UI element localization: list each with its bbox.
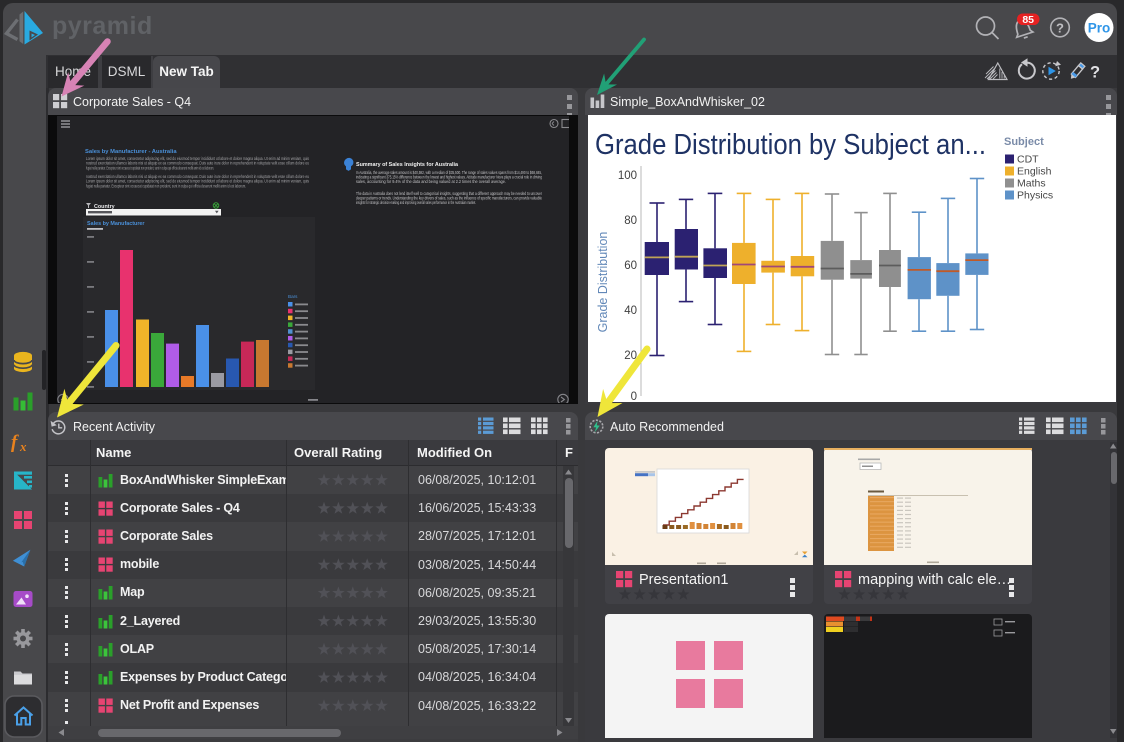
svg-text:20: 20 (624, 350, 637, 362)
svg-text:nostrud exercitation ullamco l: nostrud exercitation ullamco laboris nis… (86, 174, 309, 179)
svg-text:CDT: CDT (1017, 154, 1039, 166)
svg-text:In Australia, the average sale: In Australia, the average sales amount i… (356, 170, 542, 175)
svg-text:fugiat nulla pariatur. Excepte: fugiat nulla pariatur. Excepteur sint oc… (86, 165, 214, 170)
svg-text:insights for strategic decisio: insights for strategic decision-making a… (356, 200, 476, 205)
svg-text:Sales by Manufacturer - Austra: Sales by Manufacturer - Australia (85, 149, 177, 155)
svg-text:0: 0 (631, 391, 637, 403)
svg-text:40: 40 (624, 305, 637, 317)
svg-text:Lorem ipsum dolor sit amet, co: Lorem ipsum dolor sit amet, consectetur … (86, 156, 310, 161)
svg-text:80: 80 (624, 215, 637, 227)
svg-text:Bars: Bars (288, 294, 298, 299)
svg-text:x: x (19, 439, 27, 454)
svg-text:deeper patterns or trends. Und: deeper patterns or trends. Understanding… (356, 196, 542, 201)
svg-text:fugiat nulla pariatur. Excepte: fugiat nulla pariatur. Excepteur sint oc… (86, 183, 246, 188)
svg-text:85: 85 (1022, 14, 1034, 26)
svg-text:f: f (11, 432, 19, 453)
svg-text:Grade Distribution by Subject: Grade Distribution by Subject an... (595, 129, 986, 161)
svg-text:sales, accounting for 9.4% of: sales, accounting for 9.4% of the data a… (356, 179, 506, 184)
svg-text:English: English (1017, 166, 1052, 178)
svg-text:Pro: Pro (1088, 21, 1111, 36)
svg-text:Physics: Physics (1017, 190, 1053, 202)
svg-text:Maths: Maths (1017, 178, 1046, 190)
svg-text:Country: Country (94, 204, 115, 210)
svg-text:?: ? (1056, 21, 1064, 36)
svg-text:Grade Distribution: Grade Distribution (596, 232, 610, 333)
svg-text:Sales by Manufacturer: Sales by Manufacturer (87, 221, 145, 227)
svg-text:Lorem ipsum dolor sit amet, co: Lorem ipsum dolor sit amet, consectetur … (86, 179, 310, 184)
svg-text:?: ? (1090, 64, 1100, 82)
svg-text:Summary of Sales Insights for: Summary of Sales Insights for Australia (356, 162, 459, 168)
svg-text:Subject: Subject (1004, 136, 1044, 148)
svg-text:100: 100 (618, 170, 637, 182)
svg-text:indicating a significant 375.1: indicating a significant 375.15% differe… (356, 175, 542, 180)
svg-text:nostrud exercitation ullamco l: nostrud exercitation ullamco laboris nis… (86, 161, 309, 166)
svg-text:60: 60 (624, 260, 637, 272)
svg-text:The data in Australia does not: The data in Australia does not lend itse… (356, 191, 542, 196)
